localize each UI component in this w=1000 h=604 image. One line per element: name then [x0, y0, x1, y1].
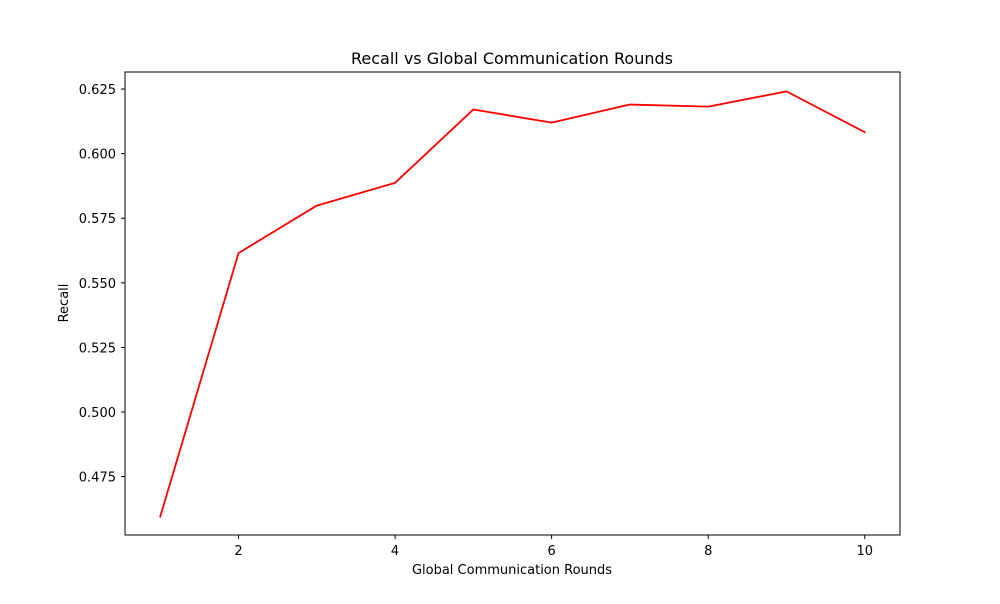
y-tick-label: 0.525	[79, 341, 116, 356]
x-tick-label: 2	[234, 544, 242, 559]
y-axis-label: Recall	[57, 284, 72, 323]
y-tick-label: 0.575	[79, 212, 116, 227]
y-axis-ticks: 0.475 0.500 0.525 0.550 0.575 0.600 0.625	[79, 83, 125, 486]
axes-frame	[124, 71, 901, 536]
y-tick-label: 0.550	[79, 277, 116, 292]
chart-title: Recall vs Global Communication Rounds	[351, 49, 673, 68]
x-axis-ticks: 2 4 6 8 10	[234, 535, 873, 559]
x-tick-label: 4	[391, 544, 399, 559]
y-tick-label: 0.500	[79, 406, 116, 421]
series-layer	[159, 90, 866, 518]
x-tick-label: 6	[548, 544, 556, 559]
y-tick-label: 0.600	[79, 148, 116, 163]
y-tick-label: 0.475	[79, 471, 116, 486]
y-tick-label: 0.625	[79, 83, 116, 98]
recall-series-line	[159, 90, 866, 518]
x-tick-label: 10	[856, 544, 873, 559]
x-tick-label: 8	[704, 544, 712, 559]
x-axis-label: Global Communication Rounds	[412, 563, 612, 578]
